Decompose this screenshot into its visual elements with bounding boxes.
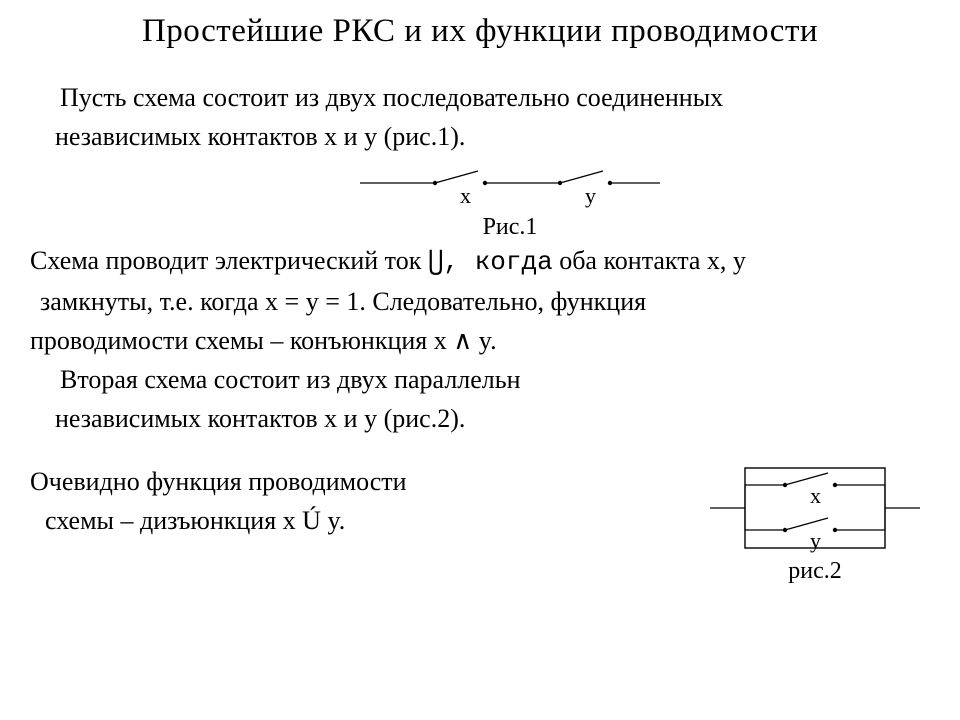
p2-post: оба контакта x, y — [553, 246, 746, 275]
page-title: Простейшие РКС и их функции проводимости — [30, 10, 930, 53]
figure-2-caption: рис.2 — [710, 558, 920, 585]
fig2-x-label: x — [810, 483, 821, 508]
circuit-series-icon: x y — [360, 161, 660, 211]
paragraph-3-line-2: независимых контактов x и y (рис.2). — [30, 399, 930, 438]
paragraph-1-line-1: Пусть схема состоит из двух последовател… — [30, 78, 930, 117]
circuit-parallel-icon: x y — [710, 460, 920, 555]
paragraph-2-line-1: Схема проводит электрический ток ⋃, когд… — [30, 241, 930, 282]
paragraph-3-line-1: Вторая схема состоит из двух параллельн — [30, 360, 930, 399]
p2-mono: ⋃, когда — [428, 247, 553, 277]
figure-2: x y рис.2 — [710, 460, 920, 585]
figure-1: x y Рис.1 — [60, 161, 960, 241]
fig2-y-label: y — [810, 528, 821, 553]
paragraph-2-line-3: проводимости схемы – конъюнкция x ∧ y. — [30, 321, 930, 360]
p2-pre: Схема проводит электрический ток — [30, 246, 428, 275]
paragraph-2-line-2: замкнуты, т.е. когда x = y = 1. Следоват… — [30, 282, 930, 321]
fig1-y-label: y — [585, 183, 596, 208]
fig1-x-label: x — [460, 183, 471, 208]
slide-page: Простейшие РКС и их функции проводимости… — [0, 0, 960, 720]
paragraph-1-line-2: независимых контактов x и y (рис.1). — [30, 117, 930, 156]
figure-1-caption: Рис.1 — [60, 214, 960, 241]
